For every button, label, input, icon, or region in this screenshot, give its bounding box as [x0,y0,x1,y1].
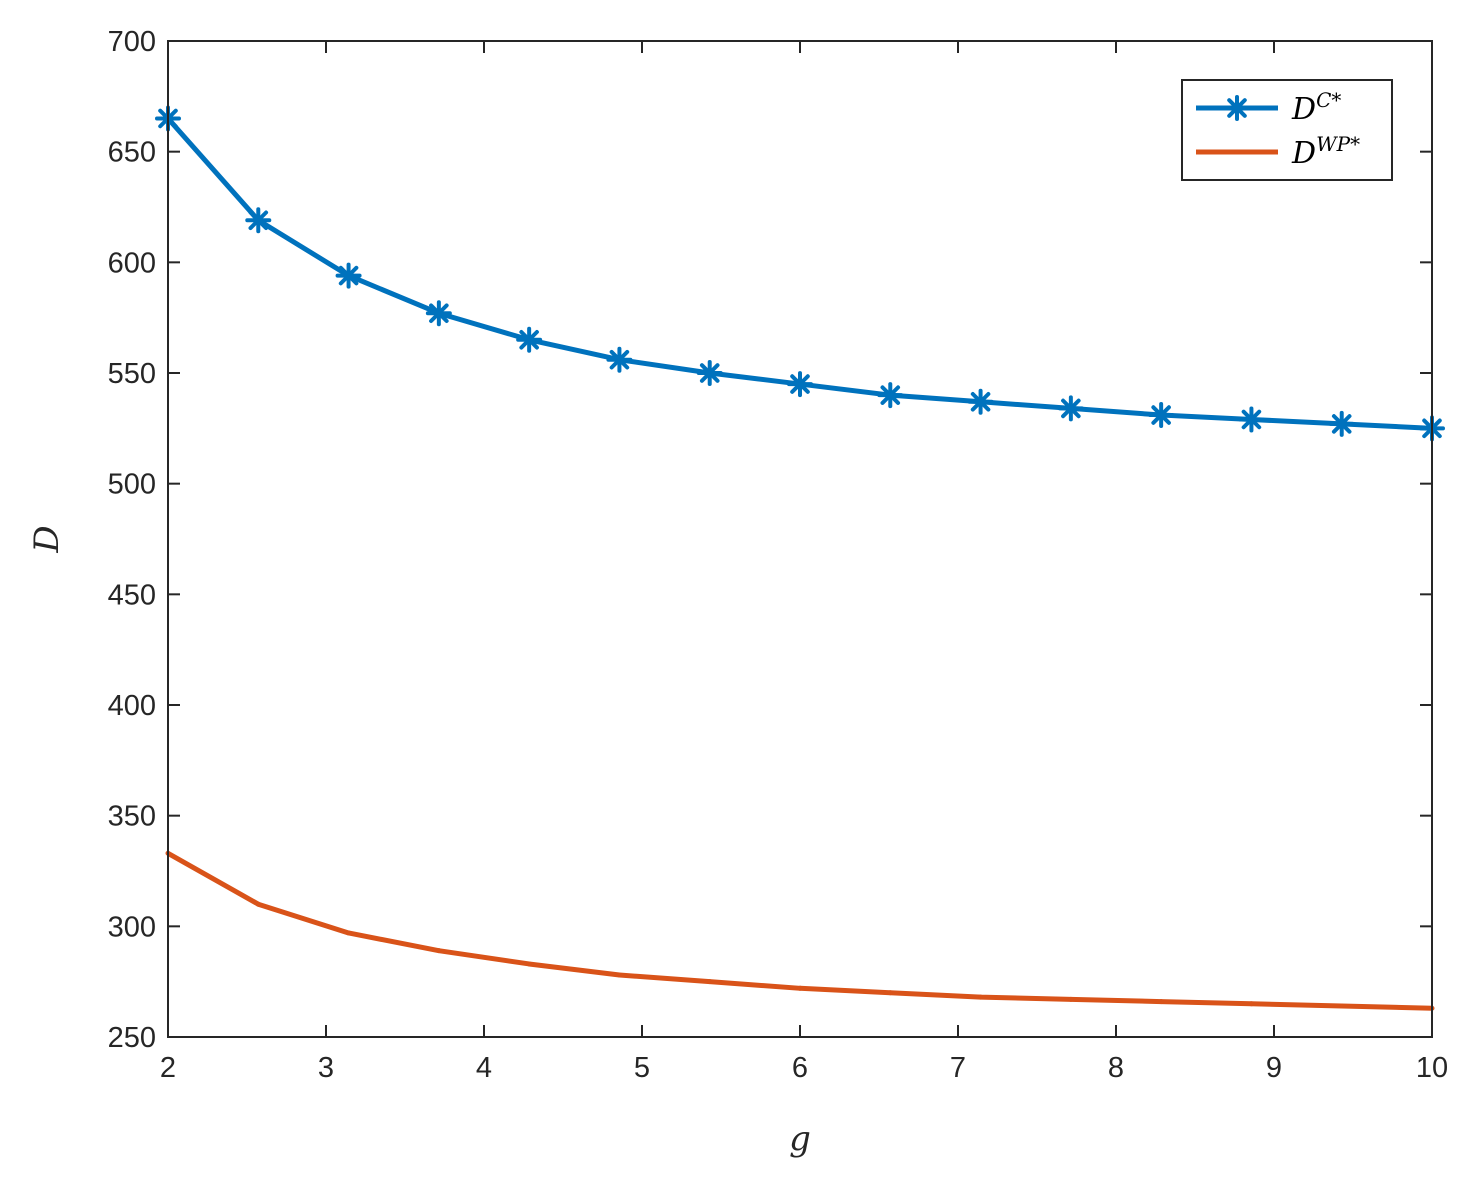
data-point-2 [797,985,803,991]
data-point-1 [696,360,723,386]
data-point-1 [425,300,452,327]
data-point-2 [346,930,352,936]
data-point-1 [245,207,272,234]
data-point-1 [516,326,543,353]
x-tick-label: 2 [160,1052,176,1084]
x-tick-label: 6 [792,1052,808,1084]
data-point-1 [787,371,813,398]
data-point-2 [616,972,622,978]
y-tick-label: 650 [108,137,156,169]
y-axis-label: D [27,525,67,553]
data-point-1 [1057,395,1084,422]
data-point-1 [967,388,994,415]
data-point-2 [1339,1003,1345,1009]
y-tick-label: 700 [108,26,156,58]
legend-marker-2 [1234,149,1240,155]
x-tick-label: 5 [634,1052,650,1084]
data-point-2 [1248,1001,1254,1007]
data-point-2 [707,979,713,985]
data-point-1 [1148,402,1175,429]
legend-marker-1 [1224,95,1250,121]
y-tick-label: 550 [108,358,156,390]
y-tick-label: 250 [108,1022,156,1054]
x-axis-label: g [789,1119,811,1159]
x-tick-label: 9 [1266,1052,1282,1084]
data-point-1 [1328,410,1355,437]
data-point-2 [255,901,261,907]
data-point-2 [436,948,442,954]
y-tick-label: 500 [108,469,156,501]
y-tick-label: 300 [108,911,156,943]
data-point-1 [877,382,904,409]
legend-label-1: DC* [1291,88,1341,127]
y-tick-label: 350 [108,801,156,833]
data-point-1 [1238,406,1265,433]
data-point-2 [1158,999,1164,1005]
legend: DC* DWP* [1181,79,1393,181]
data-point-2 [526,961,532,967]
y-tick-label: 600 [108,247,156,279]
x-tick-label: 4 [476,1052,492,1084]
data-point-2 [978,994,984,1000]
y-tick-label: 450 [108,579,156,611]
x-tick-label: 10 [1416,1052,1448,1084]
data-point-1 [335,262,362,289]
legend-box [1181,79,1393,181]
x-tick-label: 3 [318,1052,334,1084]
legend-label-2: DWP* [1291,132,1360,171]
data-point-1 [606,346,633,373]
y-tick-label: 400 [108,690,156,722]
data-point-2 [887,990,893,996]
data-point-2 [1068,996,1074,1002]
x-tick-label: 8 [1108,1052,1124,1084]
x-tick-label: 7 [950,1052,966,1084]
